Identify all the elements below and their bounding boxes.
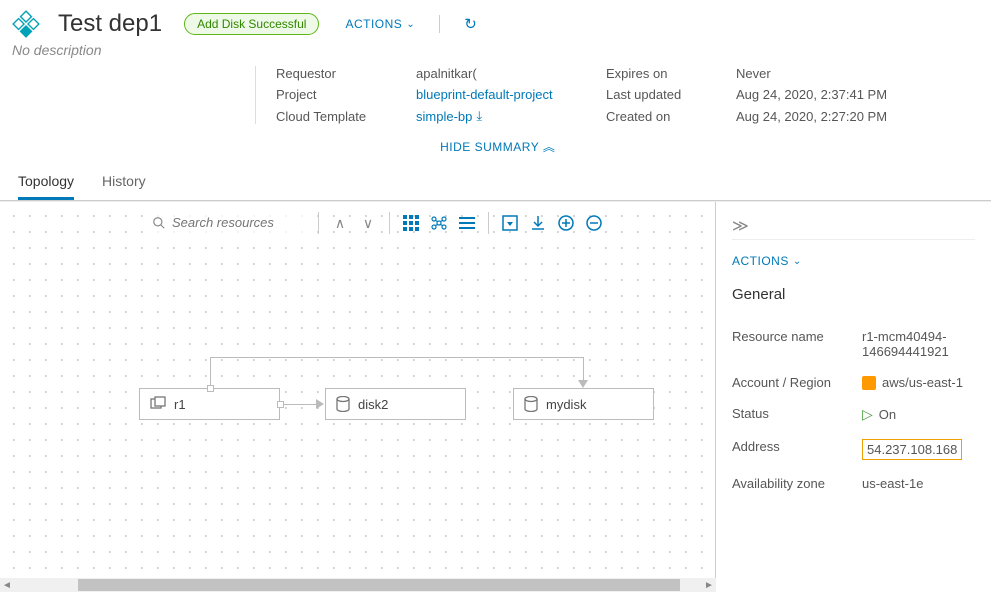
separator — [488, 212, 489, 234]
expand-down-icon[interactable]: ∨ — [359, 214, 377, 232]
updated-value: Aug 24, 2020, 2:37:41 PM — [736, 87, 906, 102]
side-actions-dropdown[interactable]: ACTIONS ⌄ — [732, 250, 975, 280]
zoom-in-icon[interactable] — [557, 214, 575, 232]
arrow-icon — [578, 380, 588, 388]
node-disk2[interactable]: disk2 — [325, 388, 466, 420]
connector-line — [210, 357, 211, 386]
connector-line — [583, 357, 584, 381]
updated-label: Last updated — [606, 87, 726, 102]
tab-history[interactable]: History — [102, 165, 146, 200]
download-icon[interactable]: ⤓ — [476, 108, 482, 124]
actions-dropdown[interactable]: ACTIONS ⌄ — [345, 17, 415, 31]
play-icon: ▷ — [862, 406, 873, 423]
node-label: mydisk — [546, 397, 586, 412]
horizontal-scrollbar[interactable]: ◄ ► — [0, 578, 716, 592]
template-value: simple-bp — [416, 109, 472, 124]
project-label: Project — [276, 87, 406, 102]
template-label: Cloud Template — [276, 109, 406, 124]
node-r1[interactable]: r1 — [139, 388, 280, 420]
disk-icon — [336, 396, 350, 412]
refresh-icon[interactable]: ↻ — [464, 15, 477, 33]
download-canvas-icon[interactable] — [529, 214, 547, 232]
node-label: disk2 — [358, 397, 388, 412]
expires-label: Expires on — [606, 66, 726, 81]
status-value: On — [879, 407, 896, 422]
requestor-label: Requestor — [276, 66, 406, 81]
template-link[interactable]: simple-bp ⤓ — [416, 108, 596, 124]
node-mydisk[interactable]: mydisk — [513, 388, 654, 420]
az-value: us-east-1e — [862, 476, 975, 491]
scroll-right-icon[interactable]: ► — [702, 578, 716, 592]
expires-value: Never — [736, 66, 906, 81]
chevron-down-icon: ⌄ — [406, 19, 415, 30]
search-input[interactable] — [172, 215, 302, 230]
vm-icon — [150, 396, 166, 412]
connector-handle[interactable] — [277, 401, 284, 408]
zoom-out-icon[interactable] — [585, 214, 603, 232]
status-label: Status — [732, 406, 852, 421]
side-actions-label: ACTIONS — [732, 254, 789, 268]
scroll-left-icon[interactable]: ◄ — [0, 578, 14, 592]
account-region-value: aws/us-east-1 — [882, 375, 963, 390]
tree-view-icon[interactable] — [430, 214, 448, 232]
separator — [389, 212, 390, 234]
search-input-wrap[interactable] — [148, 211, 306, 235]
grid-view-icon[interactable] — [402, 214, 420, 232]
created-value: Aug 24, 2020, 2:27:20 PM — [736, 109, 906, 124]
scroll-thumb[interactable] — [78, 579, 680, 591]
actions-label: ACTIONS — [345, 17, 402, 31]
address-label: Address — [732, 439, 852, 454]
address-value: 54.237.108.168 — [862, 439, 962, 460]
fit-screen-icon[interactable] — [501, 214, 519, 232]
separator — [318, 212, 319, 234]
status-badge: Add Disk Successful — [184, 13, 319, 35]
created-label: Created on — [606, 109, 726, 124]
logo-icon — [12, 10, 40, 38]
collapse-up-icon[interactable]: ∧ — [331, 214, 349, 232]
account-region-label: Account / Region — [732, 375, 852, 390]
search-icon — [152, 216, 166, 230]
project-link[interactable]: blueprint-default-project — [416, 87, 596, 102]
disk-icon — [524, 396, 538, 412]
aws-icon — [862, 376, 876, 390]
connector-line — [284, 404, 317, 405]
requestor-value: apalnitkar( — [416, 66, 596, 81]
resource-name-value: r1-mcm40494-146694441921 — [862, 329, 975, 359]
resource-name-label: Resource name — [732, 329, 852, 344]
chevron-up-icon: ︽ — [543, 140, 551, 154]
chevron-down-icon: ⌄ — [793, 256, 802, 267]
node-label: r1 — [174, 397, 186, 412]
separator — [439, 15, 440, 33]
hide-summary-button[interactable]: HIDE SUMMARY ︽ — [0, 132, 991, 165]
list-view-icon[interactable] — [458, 214, 476, 232]
az-label: Availability zone — [732, 476, 852, 491]
connector-line — [210, 357, 583, 358]
section-title: General — [732, 286, 975, 303]
connector-handle[interactable] — [207, 385, 214, 392]
collapse-panel-icon[interactable]: ≫ — [732, 216, 749, 236]
description: No description — [0, 42, 991, 66]
page-title: Test dep1 — [58, 10, 162, 38]
tab-topology[interactable]: Topology — [18, 165, 74, 200]
hide-summary-label: HIDE SUMMARY — [440, 140, 539, 154]
arrow-icon — [316, 399, 324, 409]
